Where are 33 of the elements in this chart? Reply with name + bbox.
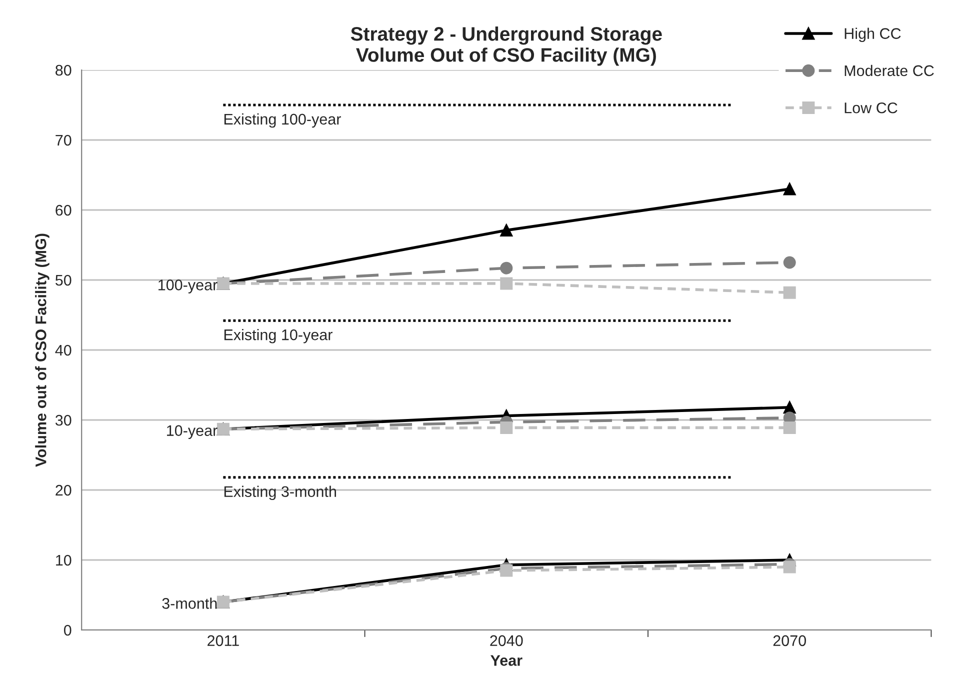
legend-label: Low CC [844,102,898,114]
y-tick-label: 80 [56,64,72,76]
x-tick-label: 2070 [773,635,806,646]
x-tick-label: 2040 [490,635,523,646]
annotation: 100-year [158,280,218,294]
ref-line-label: Existing 10-year [224,329,332,344]
y-tick-label: 60 [56,204,72,216]
legend-label: Moderate CC [844,64,934,76]
x-axis-title: Year [490,655,522,666]
point [783,286,796,299]
y-tick-label: 30 [55,414,72,426]
point [783,560,796,574]
y-tick-label: 0 [64,624,72,636]
y-tick-label: 50 [55,274,72,286]
point [500,421,513,434]
point [783,421,796,434]
y-tick-label: 70 [56,134,72,146]
y-tick-label: 40 [55,344,72,356]
legend-label: High CC [844,28,901,42]
point [783,182,796,196]
ref-line-label: Existing 3-month [224,486,336,500]
point [783,256,796,269]
y-tick-label: 20 [56,484,72,496]
y-tick-label: 10 [56,554,72,566]
x-tick-label: 2011 [208,635,239,646]
annotation: 3-month [162,598,217,609]
point [500,224,513,237]
chart-title: Strategy 2 - Underground Storage Volume Out of CSO Facility (MG) [350,26,662,66]
annotation: 10-year [167,425,218,439]
point [500,277,513,290]
y-axis-title: Volume out of CSO Facility (MG) [35,234,50,467]
point [500,262,513,274]
ref-line-label: Existing 100-year [224,113,341,128]
